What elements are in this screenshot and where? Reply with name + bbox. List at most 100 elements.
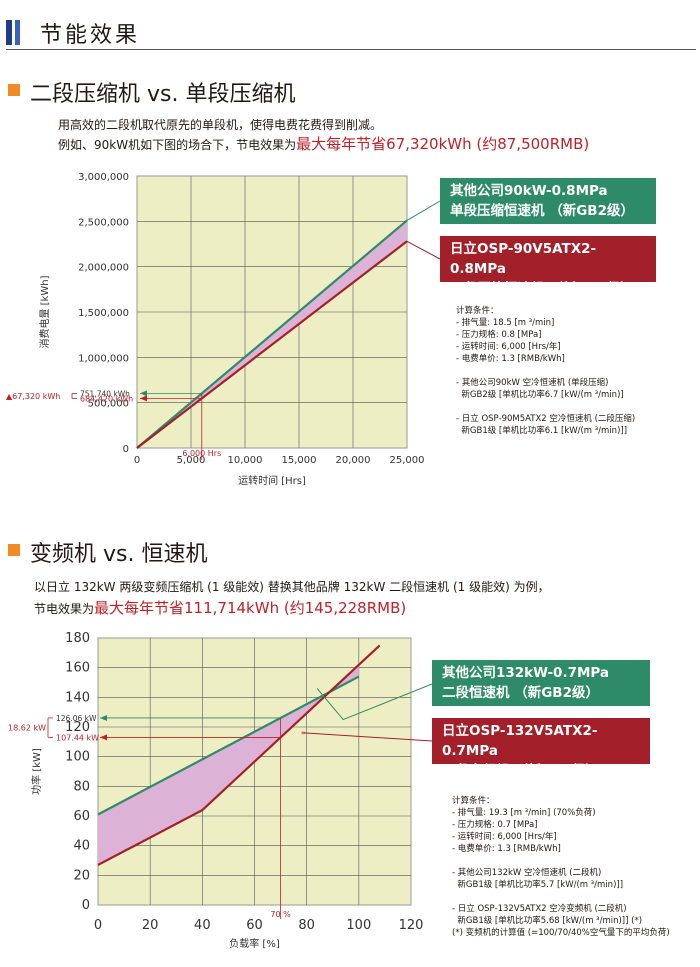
callout-line: 其他公司90kW-0.8MPa <box>450 183 608 199</box>
section2-text-prefix: 节电效果为 <box>34 602 95 616</box>
condition-line <box>452 855 670 867</box>
section2-savings-highlight: 最大每年节省111,714kWh (约145,228RMB) <box>94 599 407 617</box>
x-tick-label: 25,000 <box>390 455 425 466</box>
y-tick-label: 120 <box>65 720 90 735</box>
callout-connector-green <box>316 683 433 721</box>
y-axis-label: 消费电量 [kWh] <box>38 275 51 348</box>
x-tick-label: 0 <box>134 455 140 466</box>
x-tick-label: 120 <box>399 918 424 933</box>
condition-line: - 其他公司90kW 空冷恒速机 (单段压缩) <box>456 378 609 388</box>
condition-line: - 压力规格: 0.7 [MPa] <box>452 820 538 830</box>
y-tick-label: 2,500,000 <box>78 217 129 228</box>
section2-bullet-square <box>8 544 20 556</box>
y-tick-label: 1,500,000 <box>78 308 129 319</box>
condition-line: 计算条件： <box>456 306 499 316</box>
savings-area <box>98 664 359 865</box>
callout-line: 二段变频机 （新GB1级） <box>442 763 599 779</box>
section2-conditions: 计算条件： - 排气量: 19.3 [m ³/min] (70%负荷) - 压力规格… <box>452 795 670 939</box>
y-tick-label: 40 <box>73 839 90 854</box>
callout-connector-red <box>304 732 433 742</box>
x-tick-label: 100 <box>346 918 371 933</box>
condition-line: - 运转时间: 6,000 [Hrs/年] <box>452 832 557 842</box>
y-axis-label: 功率 [kW] <box>30 748 43 795</box>
asterisk-marker: * <box>301 730 305 739</box>
callout-connector-green <box>406 200 441 221</box>
value-green-label: 751,740 kWh <box>80 389 130 398</box>
section2-callout-hitachi: 日立OSP-132V5ATX2-0.7MPa 二段变频机 （新GB1级） <box>432 718 650 779</box>
x-tick-label: 10,000 <box>228 455 263 466</box>
x-tick-label: 80 <box>298 918 315 933</box>
condition-line: - 排气量: 19.3 [m ³/min] (70%负荷) <box>452 808 596 818</box>
series-line-competitor <box>136 219 408 449</box>
condition-line: 新GB1级 [单机比功率6.1 [kW/(m ³/min)]] <box>456 426 628 436</box>
section1-callout-competitor: 其他公司90kW-0.8MPa 单段压缩恒速机 （新GB2级） <box>440 178 656 224</box>
diff-label: 18.62 kW <box>8 724 46 733</box>
y-tick-label: 100 <box>65 750 90 765</box>
callout-line: 其他公司132kW-0.7MPa <box>442 665 610 681</box>
x-tick-label: 20,000 <box>336 455 371 466</box>
section2-text-line2: 节电效果为最大每年节省111,714kWh (约145,228RMB) <box>34 599 406 618</box>
x-tick-label: 0 <box>94 918 102 933</box>
callout-connector-red <box>406 240 441 260</box>
y-tick-label: 180 <box>65 631 90 646</box>
section1-text-line1: 用高效的二段机取代原先的单段机，使得电费花费得到削减。 <box>58 118 383 132</box>
section2-callout-competitor: 其他公司132kW-0.7MPa 二段恒速机 （新GB2级） <box>432 660 650 706</box>
condition-line: - 日立 OSP-90M5ATX2 空冷恒速机 (二段压缩) <box>456 414 636 424</box>
y-tick-label: 2,000,000 <box>78 263 129 274</box>
series-line-hitachi <box>136 240 408 449</box>
section1-bullet-square <box>8 84 20 96</box>
series-line-hitachi <box>97 644 381 866</box>
arrow-head-red <box>100 734 107 741</box>
condition-line <box>456 401 635 413</box>
marker-x-label: 70 % <box>270 910 291 919</box>
section2-text-line1: 以日立 132kW 两级变频压缩机 (1 级能效) 替换其他品牌 132kW 二… <box>34 580 550 594</box>
section1-conditions: 计算条件： - 排气量: 18.5 [m ³/min] - 压力规格: 0.8 [M… <box>456 305 635 437</box>
x-axis-label: 运转时间 [Hrs] <box>238 474 306 487</box>
header-accent-bar-light <box>15 20 20 45</box>
condition-line: - 排气量: 18.5 [m ³/min] <box>456 318 555 328</box>
section1-callout-hitachi: 日立OSP-90V5ATX2-0.8MPa 二段压缩恒速机 （新GB1级） <box>440 236 656 297</box>
section1-savings-highlight: 最大每年节省67,320kWh (约87,500RMB) <box>296 135 590 153</box>
condition-line: - 运转时间: 6,000 [Hrs/年] <box>456 342 561 352</box>
callout-line: 二段压缩恒速机 （新GB1级） <box>450 281 634 297</box>
condition-line: (*) 变频机的计算值 (=100/70/40%空气量下的平均负荷) <box>452 928 670 938</box>
x-tick-label: 15,000 <box>282 455 317 466</box>
condition-line: 新GB1级 [单机比功率5.7 [kW/(m ³/min)]] <box>452 880 624 890</box>
x-axis-label: 负载率 [%] <box>229 937 280 950</box>
section1-text-line2: 例如、90kW机如下图的场合下，节电效果为最大每年节省67,320kWh (约8… <box>58 135 589 154</box>
arrow-head-red <box>140 395 147 402</box>
x-tick-label: 20 <box>142 918 159 933</box>
value-green-label: 126.06 kW <box>56 714 97 723</box>
x-tick-label: 60 <box>246 918 263 933</box>
y-tick-label: 20 <box>73 868 90 883</box>
condition-line: - 日立 OSP-132V5ATX2 空冷变频机 (二段机) <box>452 904 627 914</box>
arrow-head-green <box>140 390 147 397</box>
series-line-competitor <box>97 675 360 816</box>
y-tick-label: 60 <box>73 809 90 824</box>
x-tick-label: 5,000 <box>177 455 206 466</box>
header-divider <box>6 49 696 50</box>
diff-label: ▲67,320 kWh <box>6 392 60 401</box>
callout-line: 单段压缩恒速机 （新GB2级） <box>450 203 634 219</box>
callout-line: 日立OSP-90V5ATX2-0.8MPa <box>450 241 597 277</box>
y-tick-label: 1,000,000 <box>78 353 129 364</box>
condition-line: 新GB1级 [单机比功率5.68 [kW/(m ³/min)]] (*) <box>452 916 643 926</box>
y-tick-label: 3,000,000 <box>78 172 129 183</box>
section1-title: 二段压缩机 vs. 单段压缩机 <box>30 82 296 107</box>
y-tick-label: 140 <box>65 690 90 705</box>
x-tick-label: 40 <box>194 918 211 933</box>
page-title: 节能效果 <box>40 23 141 48</box>
condition-line: - 电费单价: 1.3 [RMB/kWh] <box>456 354 565 364</box>
y-tick-label: 80 <box>73 779 90 794</box>
marker-x-label: 6,000 Hrs <box>182 449 221 458</box>
condition-line: 计算条件： <box>452 796 495 806</box>
condition-line: 新GB2级 [单机比功率6.7 [kW/(m ³/min)] <box>456 390 624 400</box>
arrow-head-green <box>100 714 107 721</box>
callout-line: 日立OSP-132V5ATX2-0.7MPa <box>442 723 598 759</box>
condition-line <box>456 365 635 377</box>
y-tick-label: 160 <box>65 661 90 676</box>
condition-line: - 电费单价: 1.3 [RMB/kWh] <box>452 844 561 854</box>
y-tick-label: 0 <box>123 444 129 455</box>
header-accent-bar <box>6 20 12 45</box>
